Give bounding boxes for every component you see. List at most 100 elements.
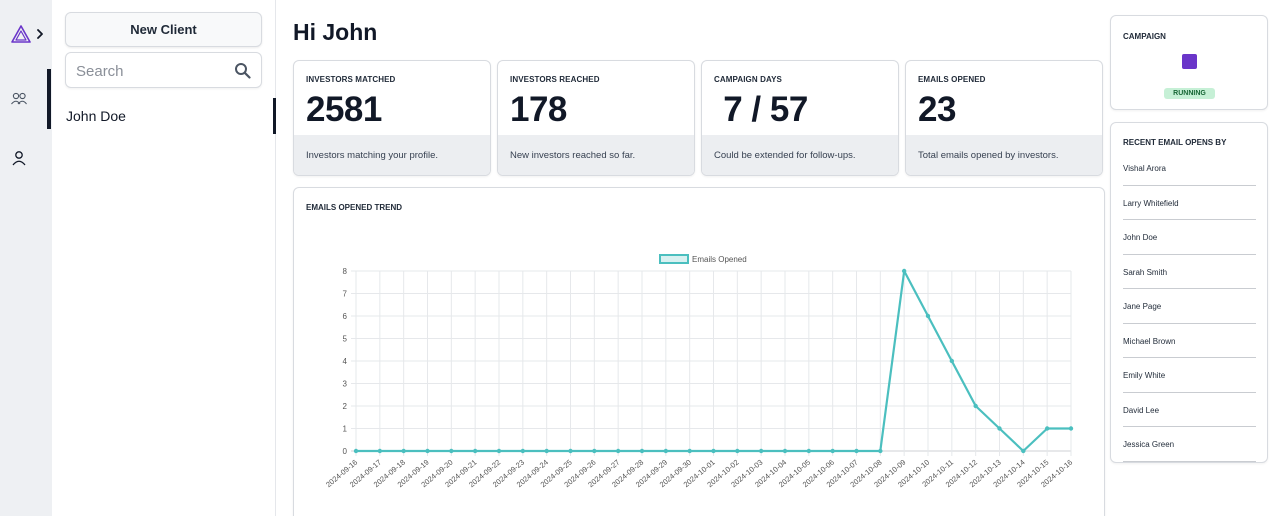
recent-opens-list: Vishal Arora Larry Whitefield John Doe Sara…: [1123, 151, 1256, 462]
logo-triangle-icon: [11, 25, 31, 43]
recent-email-opens-card: RECENT EMAIL OPENS BY Vishal Arora Larry …: [1110, 122, 1268, 463]
y-tick-label: 8: [343, 267, 348, 276]
data-point: [615, 448, 621, 454]
client-item-john-doe[interactable]: John Doe: [52, 98, 276, 134]
data-point: [639, 448, 645, 454]
campaign-title: CAMPAIGN: [1123, 32, 1166, 41]
legend-swatch: [659, 254, 689, 264]
stat-footer: Total emails opened by investors.: [906, 135, 1102, 175]
y-tick-label: 2: [343, 402, 348, 411]
data-point: [901, 268, 907, 274]
data-point: [592, 448, 597, 454]
list-item[interactable]: John Doe: [1123, 220, 1256, 255]
list-item[interactable]: Michael Brown: [1123, 324, 1256, 358]
stat-value: 2581: [306, 90, 382, 129]
y-tick-label: 0: [343, 447, 348, 456]
opener-name: Vishal Arora: [1123, 164, 1166, 173]
data-point: [520, 448, 526, 454]
opener-name: Emily White: [1123, 371, 1166, 380]
data-point: [806, 448, 812, 454]
y-tick-label: 3: [343, 380, 348, 389]
opener-name: Jessica Green: [1123, 440, 1175, 449]
opener-name: Michael Brown: [1123, 336, 1176, 346]
stat-description: Total emails opened by investors.: [918, 150, 1059, 161]
data-point: [997, 426, 1002, 431]
list-item[interactable]: Larry Whitefield: [1123, 186, 1256, 220]
data-point: [353, 448, 359, 454]
stat-label: INVESTORS MATCHED: [306, 75, 396, 84]
data-point: [687, 448, 692, 454]
data-point: [472, 448, 478, 454]
stat-footer: Could be extended for follow-ups.: [702, 135, 898, 175]
client-name: John Doe: [66, 108, 126, 124]
data-point: [854, 448, 859, 454]
campaign-card: CAMPAIGN RUNNING: [1110, 15, 1268, 110]
trend-chart: 0123456782024-09-162024-09-172024-09-182…: [324, 254, 1074, 489]
list-item[interactable]: Sarah Smith: [1123, 255, 1256, 289]
data-point: [449, 448, 454, 454]
page-title: Hi John: [293, 19, 378, 45]
list-item[interactable]: David Lee: [1123, 393, 1256, 427]
data-point: [973, 403, 978, 409]
chevron-right-icon[interactable]: [36, 29, 44, 39]
opener-name: David Lee: [1123, 405, 1160, 415]
data-point: [949, 358, 955, 364]
selected-indicator: [273, 98, 276, 134]
data-point: [758, 448, 764, 454]
data-point: [568, 448, 573, 454]
data-point: [377, 448, 383, 454]
status-badge: RUNNING: [1164, 88, 1215, 99]
y-tick-label: 1: [343, 425, 348, 434]
clients-icon[interactable]: [10, 90, 28, 108]
stat-value: 23: [918, 90, 956, 129]
data-point: [711, 448, 716, 454]
recent-opens-title: RECENT EMAIL OPENS BY: [1123, 138, 1227, 147]
opener-name: John Doe: [1123, 233, 1158, 242]
data-point: [735, 448, 740, 454]
stat-label: EMAILS OPENED: [918, 75, 986, 84]
campaign-color-swatch: [1182, 54, 1197, 69]
stat-value: 7 / 57: [714, 90, 808, 129]
data-point: [496, 448, 502, 454]
y-tick-label: 5: [343, 335, 348, 344]
list-item[interactable]: Vishal Arora: [1123, 151, 1256, 186]
data-point: [1044, 426, 1050, 431]
data-point: [425, 448, 430, 454]
user-icon[interactable]: [10, 149, 28, 167]
list-item[interactable]: Jessica Green: [1123, 427, 1256, 462]
data-point: [1068, 426, 1074, 431]
new-client-button[interactable]: New Client: [65, 12, 262, 47]
stat-card-emails-opened: EMAILS OPENED 23 Total emails opened by …: [905, 60, 1103, 176]
stat-description: New investors reached so far.: [510, 150, 636, 161]
stat-footer: Investors matching your profile.: [294, 135, 490, 175]
legend-label: Emails Opened: [692, 255, 747, 264]
list-item[interactable]: Emily White: [1123, 358, 1256, 393]
list-item[interactable]: Jane Page: [1123, 289, 1256, 324]
emails-opened-trend-card: EMAILS OPENED TREND 0 1 2 3 4 5 6 7 8 2024-09-16 2…: [293, 187, 1105, 516]
search-input[interactable]: [76, 61, 226, 81]
opener-name: Jane Page: [1123, 302, 1162, 311]
search-icon[interactable]: [234, 62, 251, 79]
stat-card-investors-reached: INVESTORS REACHED 178 New investors reac…: [497, 60, 695, 176]
client-sidebar: New Client John Doe: [52, 0, 276, 516]
data-point: [544, 448, 549, 454]
data-point: [830, 448, 835, 454]
data-point: [1021, 448, 1026, 454]
stat-card-campaign-days: CAMPAIGN DAYS 7 / 57 Could be extended f…: [701, 60, 899, 176]
search-box: [65, 52, 262, 88]
stat-card-investors-matched: INVESTORS MATCHED 2581 Investors matchin…: [293, 60, 491, 176]
y-tick-label: 6: [343, 312, 348, 321]
icon-rail: [0, 0, 52, 516]
stat-value: 178: [510, 90, 567, 129]
data-point: [925, 313, 931, 319]
logo-toggle[interactable]: [11, 24, 49, 44]
opener-name: Larry Whitefield: [1123, 198, 1179, 208]
data-point: [663, 448, 669, 454]
data-point: [878, 448, 883, 454]
data-point: [782, 448, 788, 454]
rail-active-indicator: [47, 69, 51, 129]
stat-label: INVESTORS REACHED: [510, 75, 600, 84]
stat-footer: New investors reached so far.: [498, 135, 694, 175]
stat-description: Investors matching your profile.: [306, 150, 439, 161]
stat-label: CAMPAIGN DAYS: [714, 75, 782, 84]
